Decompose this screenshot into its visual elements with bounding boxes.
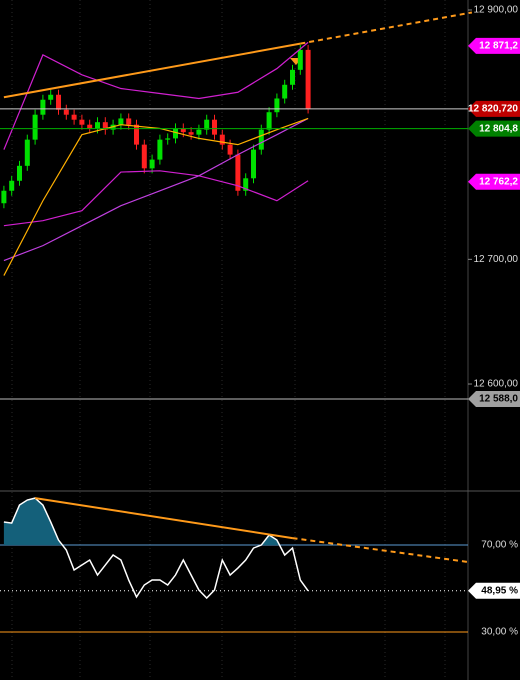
candle-body <box>204 119 210 130</box>
price-tag <box>468 582 520 599</box>
y-tick-label: 30,00 % <box>481 627 518 638</box>
indicator-line <box>3 117 309 262</box>
y-tick-label: 12 600,00 <box>474 379 519 390</box>
candle-body <box>118 118 124 125</box>
candle-body <box>157 139 163 160</box>
candle-body <box>219 134 225 145</box>
candle-body <box>149 159 155 169</box>
candle-body <box>180 128 186 133</box>
trendline <box>34 497 293 540</box>
trendline <box>300 11 473 45</box>
price-tag-label: 12 588,0 <box>479 394 518 405</box>
line <box>3 497 309 600</box>
trendline <box>3 42 301 99</box>
candle-body <box>1 190 7 204</box>
price-tag-label: 12 762,2 <box>479 176 518 187</box>
indicator-line <box>3 170 309 227</box>
candle-body <box>212 119 217 135</box>
candle-body <box>56 94 61 110</box>
candle-body <box>40 99 46 115</box>
candle-body <box>24 139 30 166</box>
candle-body <box>235 154 241 191</box>
price-tag-label: 12 871,2 <box>479 41 518 52</box>
candle-body <box>173 128 178 139</box>
candle-body <box>87 124 93 129</box>
price-tag <box>468 390 520 407</box>
candle-body <box>227 144 233 155</box>
candle-body <box>126 118 132 125</box>
price-tag <box>468 120 520 137</box>
candle-body <box>282 84 288 99</box>
y-tick-label: 70,00 % <box>481 540 518 551</box>
price-tag <box>468 37 520 54</box>
vertical-grid <box>11 0 446 680</box>
y-tick-label: 12 700,00 <box>474 254 519 265</box>
candle-body <box>297 49 303 70</box>
candle-body <box>79 119 85 125</box>
trendline <box>292 537 469 563</box>
candle-body <box>71 114 77 120</box>
candle-body <box>17 165 22 181</box>
candle-body <box>95 122 100 129</box>
candle-body <box>9 180 15 191</box>
candle-body <box>290 69 295 85</box>
candle-body <box>48 94 54 100</box>
candle-body <box>243 178 249 191</box>
indicator-line <box>3 41 309 150</box>
price-tag-label: 48,95 % <box>481 585 518 596</box>
candle-body <box>251 149 256 179</box>
candle-body <box>196 129 202 135</box>
candle-body <box>141 144 147 169</box>
candle-body <box>32 114 38 140</box>
candle-body <box>266 112 272 130</box>
price-tag-label: 12 820,720 <box>468 103 518 114</box>
price-tag <box>468 100 520 117</box>
candle-body <box>102 122 108 130</box>
candle-body <box>305 49 311 109</box>
candle-body <box>274 98 280 113</box>
price-tag-label: 12 804,8 <box>479 123 518 134</box>
y-tick-label: 12 900,00 <box>474 5 519 16</box>
area <box>3 498 309 546</box>
candle-body <box>258 129 264 150</box>
candle-body <box>134 124 139 145</box>
candle-body <box>63 109 69 115</box>
candle-body <box>188 132 194 135</box>
candle-body <box>165 138 171 140</box>
price-tag <box>468 173 520 190</box>
